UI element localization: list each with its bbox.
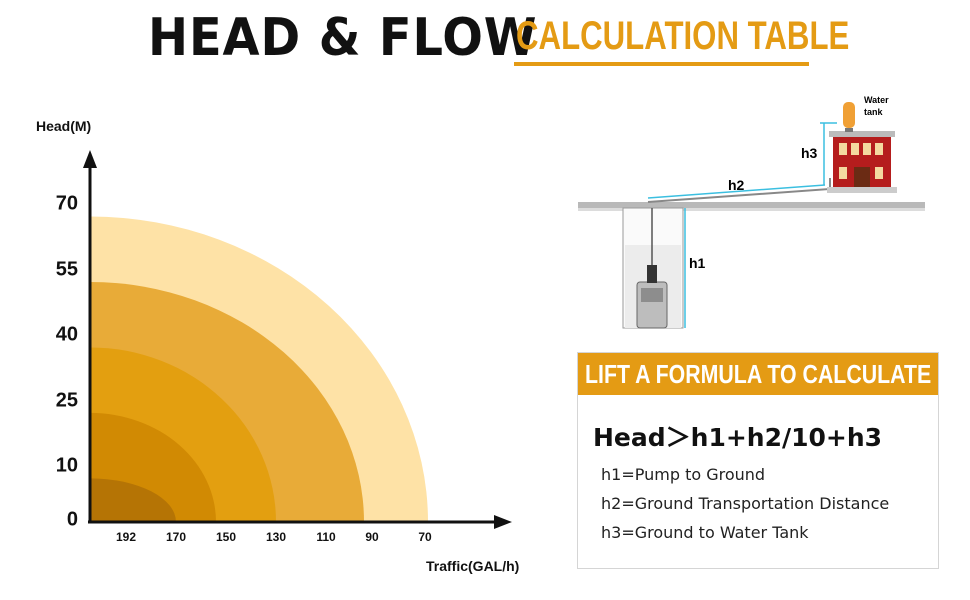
y-tick-label: 55 [55,258,78,281]
ground-line [578,202,925,208]
x-axis-title: Traffic(GAL/h) [426,558,520,574]
formula-text: Head＞h1+h2/10+h3 [593,423,883,452]
x-tick-label: 150 [215,530,237,544]
water-tank-label: Water [864,95,889,105]
y-axis-title: Head(M) [36,118,92,134]
water-tank-icon [843,102,855,132]
house-icon [827,131,897,193]
h3-label: h3 [801,145,818,161]
formula-definitions: h1=Pump to Ground h2=Ground Transportati… [601,463,889,550]
h1-label: h1 [689,255,706,271]
y-tick-label: 25 [55,389,78,412]
y-tick-label: 70 [55,192,78,215]
x-tick-label: 110 [316,530,336,544]
page-title: HEAD & FLOW [148,8,538,68]
page-subtitle: CALCULATION TABLE [516,14,850,58]
definition-h2: h2=Ground Transportation Distance [601,494,890,513]
y-axis-arrow [83,150,97,168]
x-tick-label: 70 [418,530,432,544]
x-axis-arrow [494,515,512,529]
formula-header-text: LIFT A FORMULA TO CALCULATE [584,358,932,389]
y-tick-label: 10 [55,454,78,477]
title-underline [514,62,809,66]
water-tank-label: tank [864,107,884,117]
definition-h1: h1=Pump to Ground [601,465,766,484]
definition-h3: h3=Ground to Water Tank [601,523,809,542]
flow-band-10m [90,478,176,522]
h2-label: h2 [728,177,745,193]
h2-measure-line [647,184,826,199]
y-tick-label: 0 [66,508,78,531]
installation-diagram: Water tank h3 h2 h1 [578,95,925,329]
formula-header: LIFT A FORMULA TO CALCULATE [578,353,938,395]
formula-box: LIFT A FORMULA TO CALCULATE Head＞h1+h2/1… [577,352,939,569]
y-tick-label: 40 [55,323,78,346]
x-tick-label: 192 [115,530,137,544]
x-tick-label: 130 [265,530,287,544]
x-tick-label: 170 [165,530,187,544]
pump-icon [636,208,668,329]
x-tick-label: 90 [365,530,379,544]
